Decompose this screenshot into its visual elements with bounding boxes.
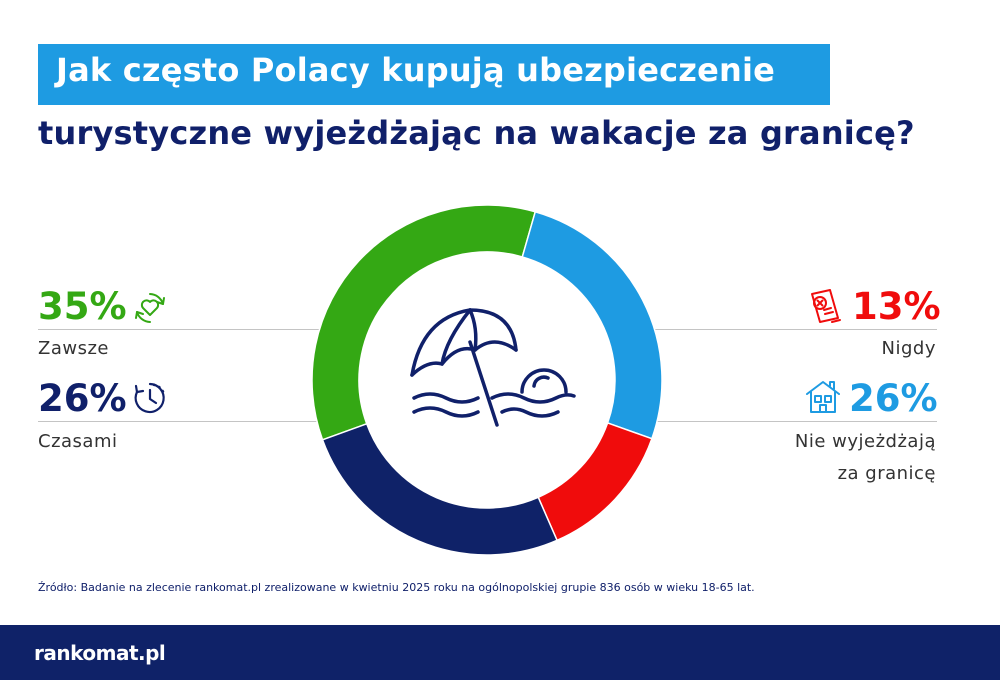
label-zawsze: Zawsze	[38, 338, 109, 359]
value-nie-wyjezdzaja: 26%	[849, 377, 938, 420]
donut-slice-3	[537, 421, 653, 542]
clock-icon	[134, 382, 165, 414]
footer-bar	[0, 625, 1000, 680]
donut-slice-1	[311, 204, 537, 441]
rankomat-logo: rankomat.pl	[34, 641, 166, 665]
donut-slice-2	[521, 210, 663, 440]
divider-left-top	[38, 329, 338, 330]
divider-right-bottom	[640, 421, 937, 422]
heart-cycle-icon	[135, 293, 165, 323]
label-czasami: Czasami	[38, 431, 118, 452]
title-highlight	[38, 44, 830, 105]
label-nigdy: Nigdy	[881, 338, 936, 359]
value-nigdy: 13%	[852, 285, 941, 328]
beach-umbrella-icon	[410, 308, 576, 427]
source-note: Źródło: Badanie na zlecenie rankomat.pl …	[38, 581, 755, 594]
donut-slice-4	[321, 422, 559, 556]
divider-right-top	[640, 329, 937, 330]
chart-title-line1: Jak często Polacy kupują ubezpieczenie	[56, 51, 776, 89]
chart-title-line2: turystyczne wyjeżdżając na wakacje za gr…	[38, 114, 915, 152]
divider-left-bottom	[38, 421, 338, 422]
house-icon	[806, 381, 840, 413]
label-nie-wyjezdzaja-line2: za granicę	[837, 463, 936, 484]
rejected-document-icon	[811, 289, 841, 323]
label-nie-wyjezdzaja-line1: Nie wyjeżdżają	[794, 431, 936, 452]
value-zawsze: 35%	[38, 285, 127, 328]
value-czasami: 26%	[38, 377, 127, 420]
